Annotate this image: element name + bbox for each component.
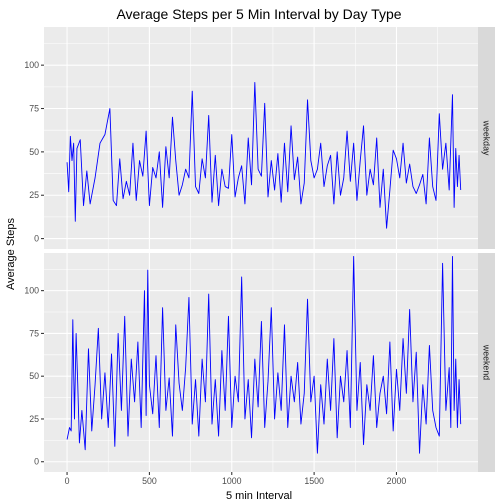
y-tick-label: 50	[29, 147, 39, 157]
facet-panel-weekday: 0 25 50 75 100 weekday	[24, 27, 495, 249]
facet-panels: 0 25 50 75 100 weekday 0 25 50 75 100 weekend 0 500 10…	[24, 27, 495, 486]
y-tick-label: 25	[29, 190, 39, 200]
y-tick-label: 75	[29, 104, 39, 114]
y-axis-title: Average Steps	[5, 218, 17, 290]
y-tick-label: 100	[24, 286, 39, 296]
x-tick-label: 500	[142, 476, 157, 486]
facet-strip-label: weekend	[482, 344, 492, 380]
panel-background	[44, 253, 478, 472]
facet-panel-weekend: 0 25 50 75 100 weekend 0 500 1000 1500 2000	[24, 253, 495, 486]
x-tick-label: 1000	[222, 476, 242, 486]
y-tick-label: 50	[29, 371, 39, 381]
x-tick-label: 0	[65, 476, 70, 486]
series-line-weekday	[66, 82, 462, 229]
y-tick-label: 0	[34, 234, 39, 244]
x-axis-title: 5 min Interval	[226, 490, 292, 502]
x-tick-label: 2000	[387, 476, 407, 486]
x-tick-label: 1500	[304, 476, 324, 486]
facet-strip	[478, 27, 495, 249]
y-tick-label: 0	[34, 457, 39, 467]
chart-title: Average Steps per 5 Min Interval by Day …	[116, 6, 401, 22]
y-tick-label: 25	[29, 414, 39, 424]
y-tick-label: 100	[24, 60, 39, 70]
panel-background	[44, 27, 478, 249]
facet-strip-label: weekday	[482, 120, 492, 156]
facet-strip	[478, 253, 495, 472]
y-tick-label: 75	[29, 328, 39, 338]
series-line-weekend	[66, 255, 462, 454]
